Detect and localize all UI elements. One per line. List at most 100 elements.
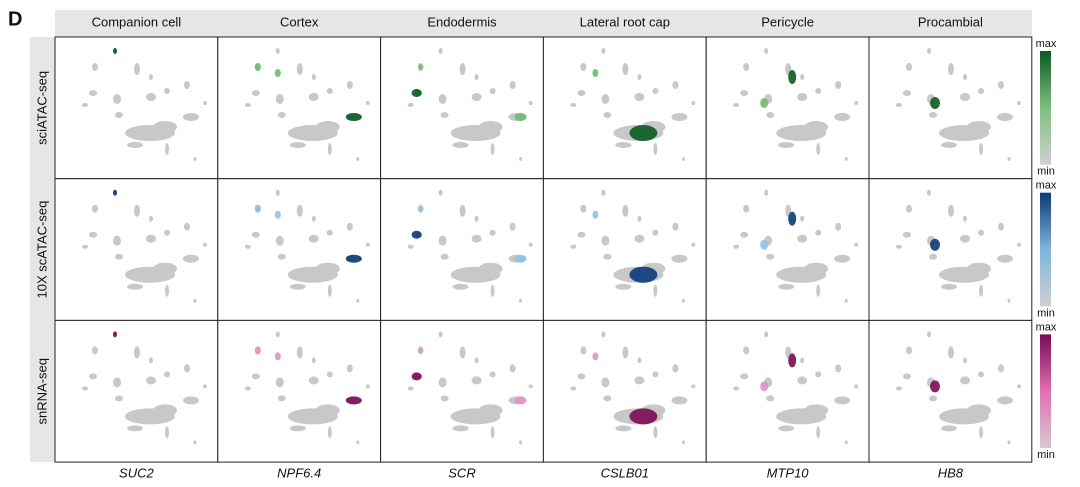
expression-highlight bbox=[514, 113, 527, 121]
panel-frame bbox=[217, 36, 382, 180]
legend-max: max bbox=[1036, 321, 1057, 333]
umap-panel bbox=[705, 319, 870, 463]
umap-panel bbox=[217, 319, 382, 463]
gene-label: MTP10 bbox=[767, 465, 810, 480]
panel-frame bbox=[868, 178, 1033, 321]
umap-panel bbox=[542, 319, 707, 463]
expression-highlight bbox=[345, 396, 362, 405]
expression-highlight bbox=[592, 210, 599, 219]
umap-panel bbox=[542, 36, 707, 180]
panel-frame bbox=[705, 178, 870, 321]
panel-frame bbox=[217, 178, 382, 321]
expression-highlight bbox=[254, 63, 261, 71]
umap-panel bbox=[542, 178, 707, 321]
umap-panel bbox=[868, 36, 1033, 180]
expression-highlight bbox=[514, 396, 527, 405]
expression-highlight bbox=[345, 113, 362, 121]
panel-label: D bbox=[8, 8, 22, 30]
expression-highlight bbox=[592, 69, 599, 77]
colorbar bbox=[1040, 51, 1051, 165]
expression-highlight bbox=[629, 125, 658, 141]
column-header: Cortex bbox=[280, 14, 319, 29]
gene-label: SUC2 bbox=[119, 465, 154, 480]
panel-frame bbox=[380, 319, 544, 463]
umap-panel bbox=[54, 36, 219, 180]
panel-frame bbox=[542, 36, 707, 180]
panel-frame bbox=[217, 319, 382, 463]
expression-highlight bbox=[788, 353, 797, 368]
umap-panel bbox=[705, 178, 870, 321]
expression-highlight bbox=[345, 254, 362, 263]
row-band bbox=[30, 37, 55, 462]
gene-label: SCR bbox=[448, 465, 475, 480]
expression-highlight bbox=[411, 230, 422, 239]
expression-highlight bbox=[113, 189, 117, 196]
expression-highlight bbox=[629, 408, 658, 425]
umap-panel bbox=[380, 36, 544, 180]
panel-frame bbox=[868, 319, 1033, 463]
row-label: sciATAC-seq bbox=[34, 71, 49, 145]
umap-panel bbox=[217, 178, 382, 321]
umap-panel bbox=[380, 319, 544, 463]
column-header: Procambial bbox=[918, 14, 983, 29]
expression-highlight bbox=[254, 204, 261, 213]
expression-highlight bbox=[629, 266, 658, 283]
expression-highlight bbox=[760, 98, 769, 108]
panel-frame bbox=[542, 319, 707, 463]
panel-frame bbox=[380, 36, 544, 180]
expression-highlight bbox=[760, 381, 769, 392]
colorbar bbox=[1040, 334, 1051, 449]
umap-panel bbox=[54, 178, 219, 321]
panel-frame bbox=[705, 36, 870, 180]
gene-label: NPF6.4 bbox=[277, 465, 321, 480]
legend-min: min bbox=[1037, 307, 1055, 319]
expression-highlight bbox=[592, 352, 599, 361]
header-band bbox=[55, 10, 1032, 37]
panel-frame bbox=[54, 36, 219, 180]
umap-panel bbox=[868, 178, 1033, 321]
expression-highlight bbox=[274, 352, 281, 361]
expression-highlight bbox=[254, 346, 261, 355]
expression-highlight bbox=[411, 89, 422, 97]
expression-highlight bbox=[788, 211, 797, 226]
column-header: Pericycle bbox=[761, 14, 814, 29]
panel-frame bbox=[54, 178, 219, 321]
expression-highlight bbox=[418, 347, 423, 354]
gene-label: CSLB01 bbox=[601, 465, 649, 480]
expression-highlight bbox=[113, 48, 117, 54]
panel-frame bbox=[542, 178, 707, 321]
expression-highlight bbox=[411, 372, 422, 381]
umap-panel bbox=[380, 178, 544, 321]
expression-highlight bbox=[113, 331, 117, 338]
expression-highlight bbox=[418, 64, 423, 70]
column-header: Endodermis bbox=[427, 14, 497, 29]
expression-highlight bbox=[930, 380, 940, 393]
row-label: snRNA-seq bbox=[34, 358, 49, 424]
panel-frame bbox=[705, 319, 870, 463]
umap-panel bbox=[705, 36, 870, 180]
column-header: Companion cell bbox=[92, 14, 182, 29]
row-label: 10X scATAC-seq bbox=[34, 201, 49, 299]
expression-highlight bbox=[760, 239, 769, 250]
expression-highlight bbox=[274, 210, 281, 219]
colorbar bbox=[1040, 192, 1051, 307]
column-header: Lateral root cap bbox=[580, 14, 670, 29]
umap-panel bbox=[868, 319, 1033, 463]
expression-highlight bbox=[788, 70, 797, 84]
legend-min: min bbox=[1037, 449, 1055, 461]
panel-frame bbox=[380, 178, 544, 321]
legend-min: min bbox=[1037, 166, 1055, 178]
expression-highlight bbox=[514, 254, 527, 263]
umap-panel bbox=[217, 36, 382, 180]
panel-frame bbox=[54, 319, 219, 463]
expression-highlight bbox=[930, 97, 940, 109]
expression-highlight bbox=[274, 69, 281, 77]
expression-highlight bbox=[930, 238, 940, 251]
legend-max: max bbox=[1036, 38, 1057, 50]
legend-max: max bbox=[1036, 180, 1057, 192]
expression-highlight bbox=[418, 205, 423, 212]
umap-panel bbox=[54, 319, 219, 463]
gene-label: HB8 bbox=[938, 465, 964, 480]
panel-frame bbox=[868, 36, 1033, 180]
